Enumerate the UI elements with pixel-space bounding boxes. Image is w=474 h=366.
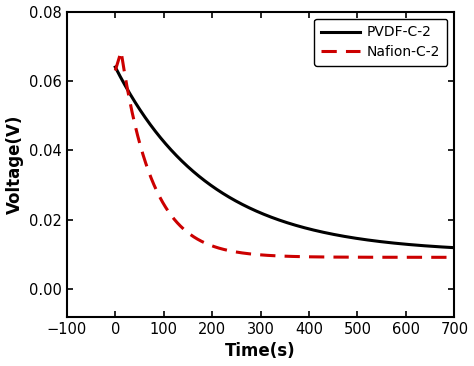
Line: Nafion-C-2: Nafion-C-2 — [115, 52, 455, 257]
PVDF-C-2 — [112, 65, 118, 69]
Line: PVDF-C-2: PVDF-C-2 — [115, 67, 455, 248]
PVDF-C-2 — [268, 215, 274, 219]
PVDF-C-2 — [130, 96, 136, 100]
Nafion-C-2 — [118, 49, 124, 54]
X-axis label: Time(s): Time(s) — [225, 343, 296, 361]
Nafion-C-2 — [442, 255, 447, 259]
Nafion-C-2 — [442, 255, 447, 259]
Nafion-C-2 — [268, 253, 274, 258]
Nafion-C-2 — [277, 254, 283, 258]
Legend: PVDF-C-2, Nafion-C-2: PVDF-C-2, Nafion-C-2 — [314, 19, 447, 66]
Nafion-C-2 — [112, 68, 118, 73]
Nafion-C-2 — [380, 255, 385, 259]
PVDF-C-2 — [277, 218, 283, 223]
PVDF-C-2 — [380, 240, 385, 244]
Nafion-C-2 — [452, 255, 457, 259]
Nafion-C-2 — [130, 113, 136, 117]
Y-axis label: Voltage(V): Voltage(V) — [6, 115, 24, 214]
PVDF-C-2 — [441, 245, 447, 249]
PVDF-C-2 — [452, 246, 457, 250]
PVDF-C-2 — [442, 245, 447, 249]
